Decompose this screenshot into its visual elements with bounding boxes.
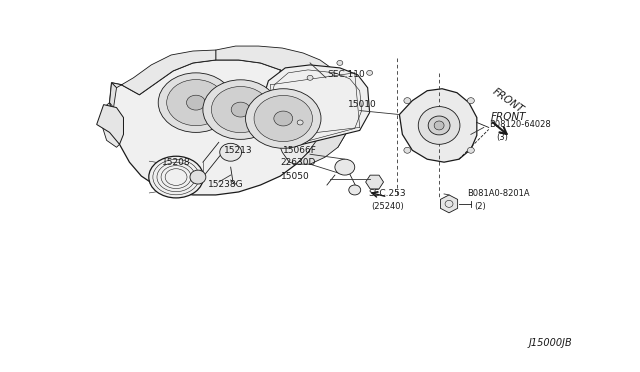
Ellipse shape bbox=[428, 116, 450, 135]
Text: SEC.110: SEC.110 bbox=[327, 70, 365, 79]
Text: (3): (3) bbox=[497, 133, 509, 142]
Text: 15213: 15213 bbox=[224, 146, 253, 155]
Polygon shape bbox=[296, 98, 352, 164]
Ellipse shape bbox=[246, 89, 321, 148]
Text: FRONT: FRONT bbox=[491, 86, 525, 115]
Text: B081A0-8201A: B081A0-8201A bbox=[467, 189, 529, 198]
Ellipse shape bbox=[467, 147, 474, 153]
Ellipse shape bbox=[335, 159, 355, 175]
Ellipse shape bbox=[274, 111, 292, 126]
Text: 15050: 15050 bbox=[281, 171, 310, 180]
Text: B08120-64028: B08120-64028 bbox=[489, 120, 550, 129]
Ellipse shape bbox=[404, 98, 411, 104]
Polygon shape bbox=[399, 89, 477, 162]
Text: 15066F: 15066F bbox=[284, 146, 317, 155]
Ellipse shape bbox=[148, 156, 204, 198]
Polygon shape bbox=[440, 195, 458, 213]
Ellipse shape bbox=[231, 102, 250, 117]
Text: 15208: 15208 bbox=[162, 158, 190, 167]
Ellipse shape bbox=[367, 70, 372, 76]
Polygon shape bbox=[365, 175, 383, 189]
Text: FRONT: FRONT bbox=[491, 112, 526, 122]
Ellipse shape bbox=[337, 60, 343, 65]
Polygon shape bbox=[262, 65, 370, 147]
Polygon shape bbox=[216, 46, 352, 152]
Polygon shape bbox=[109, 83, 116, 108]
Ellipse shape bbox=[404, 147, 411, 153]
Polygon shape bbox=[109, 60, 318, 195]
Ellipse shape bbox=[467, 98, 474, 104]
Ellipse shape bbox=[186, 95, 205, 110]
Ellipse shape bbox=[297, 120, 303, 125]
Ellipse shape bbox=[419, 107, 460, 144]
Text: 15010: 15010 bbox=[348, 100, 377, 109]
Ellipse shape bbox=[190, 170, 206, 184]
Ellipse shape bbox=[203, 80, 278, 140]
Text: (25240): (25240) bbox=[371, 202, 404, 211]
Ellipse shape bbox=[434, 121, 444, 130]
Ellipse shape bbox=[158, 73, 234, 132]
Polygon shape bbox=[111, 50, 216, 95]
Ellipse shape bbox=[220, 143, 241, 161]
Text: J15000JB: J15000JB bbox=[529, 338, 572, 348]
Polygon shape bbox=[273, 70, 318, 164]
Ellipse shape bbox=[349, 185, 361, 195]
Ellipse shape bbox=[211, 87, 270, 133]
Ellipse shape bbox=[307, 76, 313, 80]
Ellipse shape bbox=[166, 80, 225, 126]
Ellipse shape bbox=[254, 96, 312, 142]
Text: SEC.253: SEC.253 bbox=[369, 189, 406, 198]
Text: (2): (2) bbox=[474, 202, 486, 211]
Text: 22630D: 22630D bbox=[280, 158, 316, 167]
Text: 15238G: 15238G bbox=[208, 180, 244, 189]
Polygon shape bbox=[97, 105, 124, 144]
Polygon shape bbox=[102, 103, 120, 147]
